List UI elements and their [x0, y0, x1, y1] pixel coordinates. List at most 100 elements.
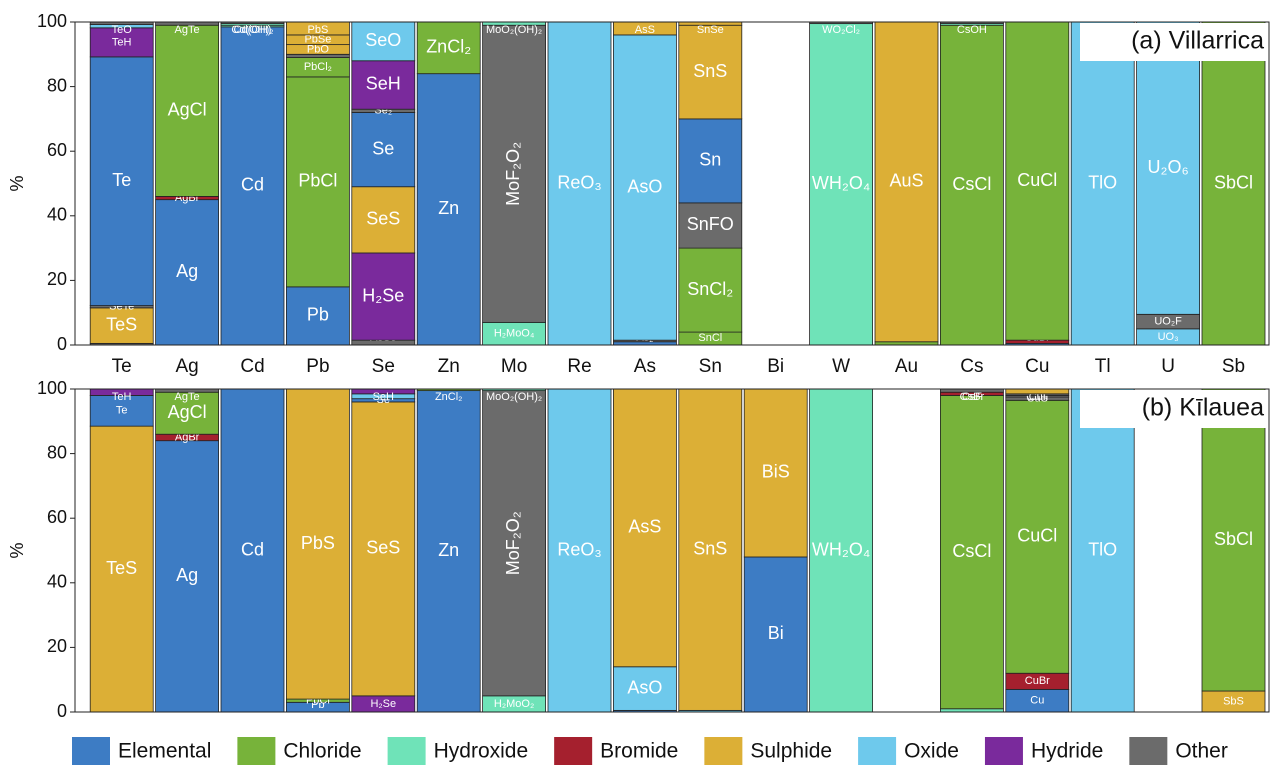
bar-segment	[482, 390, 547, 697]
y-tick-label: 100	[37, 11, 67, 31]
legend-label: Hydroxide	[434, 740, 529, 763]
y-tick-label: 80	[47, 75, 67, 95]
bar-segment	[351, 401, 416, 697]
segment-label: SnS	[693, 61, 727, 81]
segment-label: SeS	[366, 209, 400, 229]
segment-label: AsS	[635, 24, 655, 36]
bar-segment	[678, 118, 743, 204]
segment-label: H₂MoO₄	[494, 328, 535, 340]
legend-swatch	[72, 737, 110, 765]
segment-label: SnCl₂	[687, 279, 733, 299]
x-tick-label: Cu	[1025, 356, 1049, 377]
segment-label: SnS	[693, 538, 727, 558]
y-tick-label: 100	[37, 378, 67, 398]
bar-segment	[743, 556, 808, 713]
bar-segment	[940, 395, 1004, 710]
segment-label: TlO	[1088, 539, 1117, 559]
legend-swatch	[858, 737, 897, 765]
x-tick-label: Ag	[175, 356, 198, 377]
segment-label: Te	[116, 405, 128, 417]
segment-label: H₂Se	[362, 285, 404, 305]
segment-label: TeS	[106, 558, 137, 578]
bar-segment	[1136, 21, 1200, 315]
segment-label: CsCl	[952, 541, 991, 561]
panel: AsTeTeSSeTeTeTeHTeOTeAgAgBrAgClAgTeAgCdC…	[7, 11, 1270, 377]
bar-segment	[155, 440, 220, 713]
segment-label: SnFO	[687, 214, 734, 234]
y-tick-label: 80	[47, 442, 67, 462]
bar-segment	[220, 26, 285, 346]
bar-segment	[1070, 21, 1135, 346]
y-tick-label: 40	[47, 205, 67, 225]
bar-segment	[547, 21, 612, 346]
legend-swatch	[237, 737, 276, 765]
plot-frame	[74, 21, 1270, 346]
y-tick-label: 60	[47, 140, 67, 160]
legend-swatch	[387, 737, 426, 765]
segment-label: Se	[372, 138, 394, 158]
segment-label: Cd	[241, 175, 264, 195]
segment-label: CuCl	[1017, 170, 1057, 190]
segment-label: Ag	[176, 565, 198, 585]
y-tick-label: 60	[47, 507, 67, 527]
legend-label: Hydride	[1031, 740, 1103, 763]
bar-segment	[1201, 388, 1266, 692]
segment-label: Pb	[307, 305, 329, 325]
segment-label: MoO₂(OH)₂	[486, 391, 542, 403]
bar-segment	[940, 24, 1004, 346]
segment-label: TeH	[112, 391, 132, 403]
legend-swatch	[554, 737, 593, 765]
bar-segment	[89, 56, 154, 306]
segment-label: CuBr	[1025, 675, 1050, 687]
legend-swatch	[704, 737, 743, 765]
panel: TeSTeTeHAgAgBrAgClAgTeCdPbPbClPbSH₂SeSeS…	[7, 378, 1270, 721]
bar-segment	[1005, 388, 1070, 395]
bar-segment	[1005, 399, 1070, 674]
bar-segment	[155, 391, 220, 435]
segment-label: Cd(OH)₂	[231, 24, 273, 36]
segment-label: CsCl	[952, 174, 991, 194]
x-tick-label: Sn	[699, 356, 722, 377]
segment-label: AsO	[627, 677, 662, 697]
x-tick-label: Re	[567, 356, 591, 377]
plot-frame	[74, 388, 1270, 713]
bar-segment	[285, 76, 350, 288]
segment-label: AgTe	[175, 391, 200, 403]
bar-segment	[220, 388, 285, 713]
x-tick-label: U	[1161, 356, 1175, 377]
bar-segment	[351, 60, 416, 110]
bar-segment	[416, 21, 481, 75]
segment-label: PbS	[308, 24, 329, 36]
x-tick-label: Bi	[767, 356, 784, 377]
y-tick-label: 40	[47, 572, 67, 592]
bar-segment	[351, 21, 416, 62]
segment-label: SbCl	[1214, 529, 1253, 549]
segment-label: AgCl	[168, 402, 207, 422]
segment-label: AsO	[627, 176, 662, 196]
bar-segment	[613, 666, 677, 711]
panel-title: (a) Villarrica	[1131, 27, 1264, 55]
segment-label: SeO	[365, 30, 401, 50]
segment-label: Cd(OH)	[234, 24, 272, 36]
x-tick-label: Cd	[240, 356, 264, 377]
bar-segment	[155, 199, 220, 346]
x-tick-label: Au	[895, 356, 918, 377]
x-tick-label: Sb	[1222, 356, 1245, 377]
segment-label: Cd	[241, 539, 264, 559]
bar-segment	[743, 388, 808, 558]
bar-segment	[613, 388, 677, 668]
segment-label: Sn	[699, 150, 721, 170]
segment-label: MoO₂(OH)₂	[486, 24, 542, 36]
segment-label: ReO₃	[557, 172, 601, 192]
bar-segment	[351, 252, 416, 341]
segment-label: UO₂F	[1154, 315, 1182, 327]
bar-segment	[351, 112, 416, 188]
segment-label: WH₂O₄	[812, 173, 870, 193]
segment-label: MoF₂O₂	[503, 142, 523, 206]
segment-label: SeS	[366, 538, 400, 558]
x-tick-label: Mo	[501, 356, 527, 377]
legend-label: Bromide	[600, 740, 678, 763]
segment-label: AuS	[889, 171, 923, 191]
segment-label: Cu	[1030, 695, 1044, 707]
